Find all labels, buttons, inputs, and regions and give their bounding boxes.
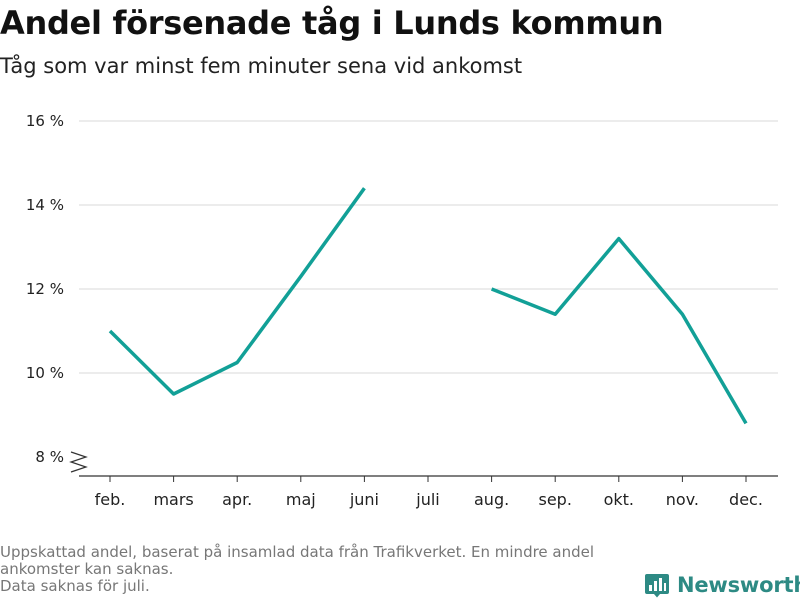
- x-tick-label: juni: [349, 490, 379, 509]
- series-line-segment: [108, 187, 366, 396]
- x-tick-label: okt.: [604, 490, 634, 509]
- x-tick-label: juli: [415, 490, 439, 509]
- chart-subtitle: Tåg som var minst fem minuter sena vid a…: [0, 54, 523, 78]
- footnote-line-2: ankomster kan saknas.: [0, 560, 174, 578]
- footnote-line-1: Uppskattad andel, baserat på insamlad da…: [0, 543, 595, 561]
- x-tick-label: aug.: [474, 490, 509, 509]
- brand-name: Newsworthy: [677, 573, 800, 597]
- series-line-segment: [490, 236, 748, 425]
- y-tick-label: 8 %: [35, 448, 64, 466]
- x-tick-label: nov.: [666, 490, 699, 509]
- x-tick-label: dec.: [729, 490, 763, 509]
- bar-chart-icon: [645, 574, 669, 598]
- x-tick-label: mars: [153, 490, 193, 509]
- y-axis-ticks: 8 % 10 % 12 % 14 % 16 %: [26, 112, 64, 466]
- y-tick-label: 12 %: [26, 280, 64, 298]
- x-tick-label: sep.: [538, 490, 571, 509]
- y-tick-label: 10 %: [26, 364, 64, 382]
- y-tick-label: 16 %: [26, 112, 64, 130]
- grid-lines: [79, 120, 778, 374]
- series-lines: [108, 187, 748, 425]
- chart-title: Andel försenade tåg i Lunds kommun: [0, 4, 664, 42]
- footnote: Uppskattad andel, baserat på insamlad da…: [0, 544, 640, 595]
- x-tick-label: maj: [286, 490, 316, 509]
- line-chart: 8 % 10 % 12 % 14 % 16 % feb. mars apr. maj juni j…: [26, 112, 778, 509]
- brand-logo: Newsworthy: [644, 570, 800, 600]
- x-axis: [69, 451, 778, 477]
- y-tick-label: 14 %: [26, 196, 64, 214]
- footnote-line-3: Data saknas för juli.: [0, 577, 150, 595]
- x-tick-label: feb.: [95, 490, 126, 509]
- axis-break-marker: [69, 451, 88, 473]
- x-axis-ticks: feb. mars apr. maj juni juli aug. sep. okt. nov. d…: [95, 476, 763, 509]
- x-tick-label: apr.: [222, 490, 252, 509]
